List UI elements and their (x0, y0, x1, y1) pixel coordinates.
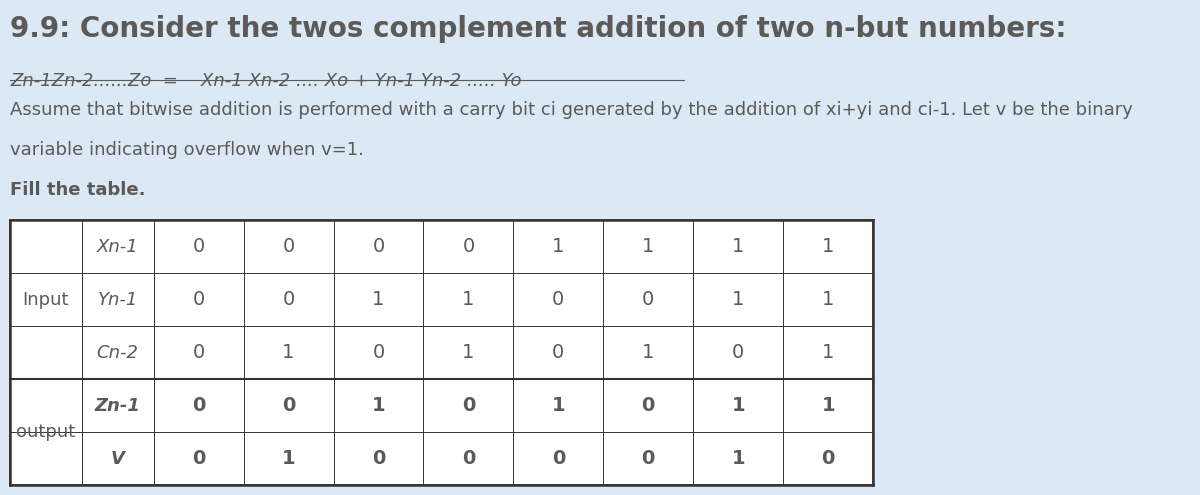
Text: 0: 0 (552, 343, 564, 362)
Text: 0: 0 (192, 396, 205, 415)
Text: 0: 0 (282, 396, 295, 415)
Text: 0: 0 (372, 237, 385, 256)
Text: Input: Input (23, 291, 70, 309)
Text: Cn-2: Cn-2 (97, 344, 139, 362)
Text: 0: 0 (642, 396, 655, 415)
Text: 0: 0 (732, 343, 744, 362)
Text: 1: 1 (462, 343, 475, 362)
Text: 0: 0 (642, 449, 655, 468)
Text: 1: 1 (552, 396, 565, 415)
Text: 0: 0 (372, 449, 385, 468)
Text: Yn-1: Yn-1 (97, 291, 138, 309)
Text: 1: 1 (821, 396, 835, 415)
Text: 1: 1 (731, 449, 745, 468)
Text: 0: 0 (552, 449, 565, 468)
Text: Assume that bitwise addition is performed with a carry bit ci generated by the a: Assume that bitwise addition is performe… (10, 101, 1133, 119)
Text: V: V (110, 449, 125, 468)
Text: 1: 1 (642, 343, 654, 362)
Text: 0: 0 (282, 237, 295, 256)
Text: 0: 0 (282, 290, 295, 309)
FancyBboxPatch shape (10, 220, 874, 485)
Text: 0: 0 (822, 449, 835, 468)
Text: 1: 1 (282, 449, 295, 468)
Text: 1: 1 (732, 290, 744, 309)
Text: 0: 0 (462, 449, 475, 468)
Text: 0: 0 (372, 343, 385, 362)
Text: Xn-1: Xn-1 (97, 238, 139, 256)
Text: 0: 0 (192, 449, 205, 468)
Text: Fill the table.: Fill the table. (10, 181, 145, 198)
Text: Zn-1: Zn-1 (95, 396, 140, 415)
Text: 1: 1 (732, 237, 744, 256)
Text: 0: 0 (552, 290, 564, 309)
Text: 0: 0 (462, 396, 475, 415)
Text: 1: 1 (552, 237, 564, 256)
Text: 1: 1 (822, 290, 834, 309)
Text: 1: 1 (372, 290, 385, 309)
Text: 0: 0 (642, 290, 654, 309)
Text: 0: 0 (192, 237, 205, 256)
Text: 0: 0 (192, 290, 205, 309)
Text: 1: 1 (282, 343, 295, 362)
Text: variable indicating overflow when v=1.: variable indicating overflow when v=1. (10, 141, 364, 159)
Text: 0: 0 (192, 343, 205, 362)
Text: output: output (17, 423, 76, 441)
Text: 1: 1 (731, 396, 745, 415)
Text: 1: 1 (462, 290, 475, 309)
Text: 1: 1 (822, 237, 834, 256)
Text: 0: 0 (462, 237, 474, 256)
Text: 1: 1 (822, 343, 834, 362)
Text: Zn-1Zn-2......Zo  =    Xn-1 Xn-2 .... Xo + Yn-1 Yn-2 ..... Yo: Zn-1Zn-2......Zo = Xn-1 Xn-2 .... Xo + Y… (10, 72, 522, 90)
Text: 1: 1 (372, 396, 385, 415)
Text: 9.9: Consider the twos complement addition of two n-but numbers:: 9.9: Consider the twos complement additi… (10, 15, 1067, 43)
Text: 1: 1 (642, 237, 654, 256)
